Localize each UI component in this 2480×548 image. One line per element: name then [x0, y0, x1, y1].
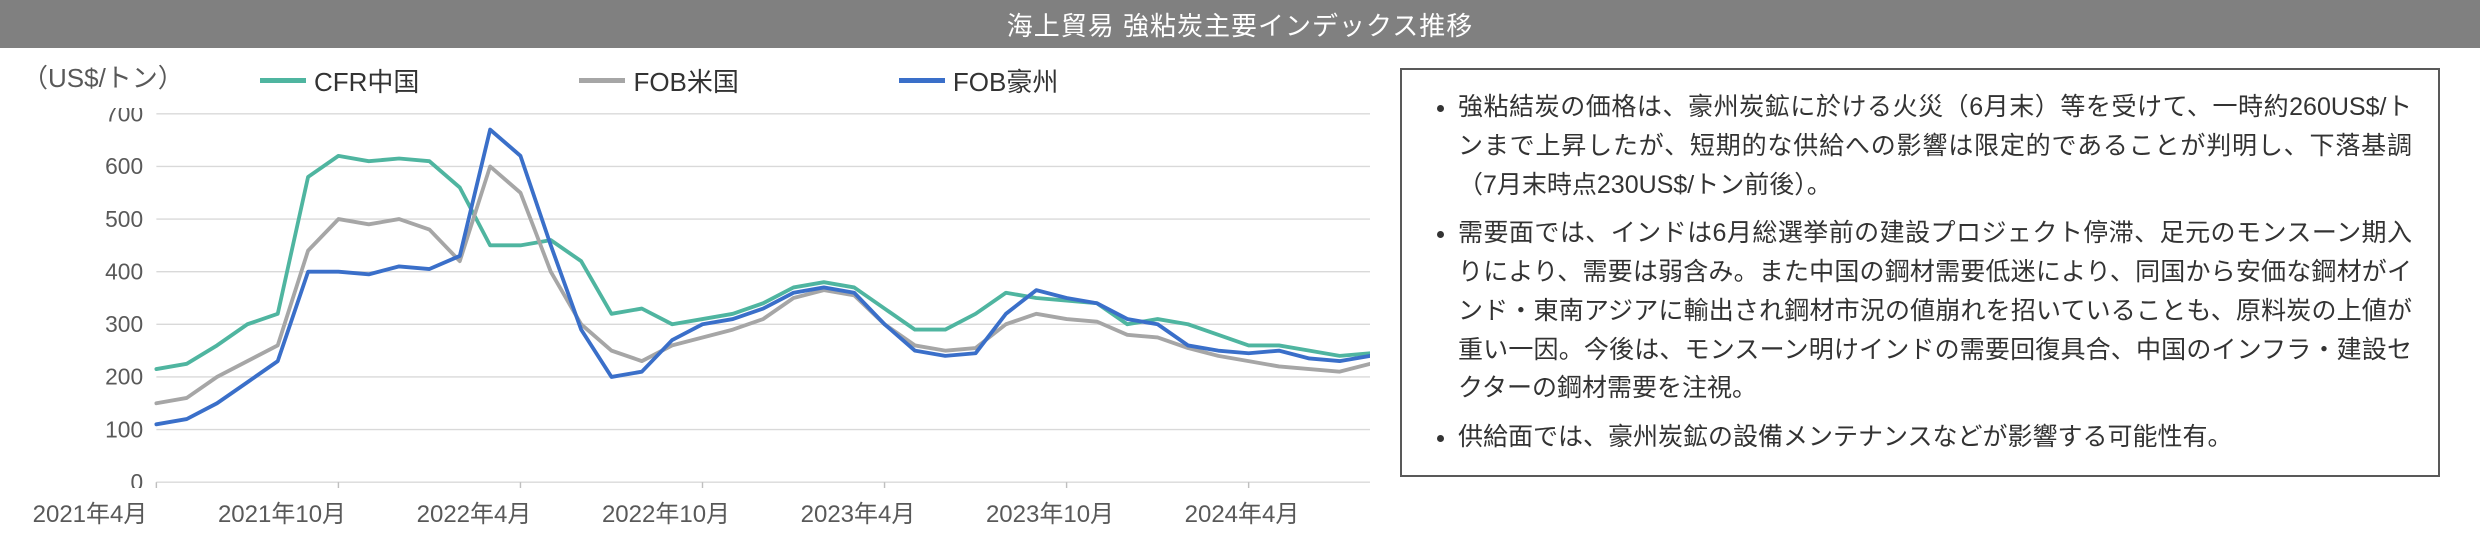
svg-text:200: 200	[105, 363, 143, 389]
x-axis-tick-label: 2021年4月	[33, 494, 148, 529]
legend-swatch-icon	[579, 78, 625, 83]
note-bullet: 強粘結炭の価格は、豪州炭鉱に於ける火災（6月末）等を受けて、一時約260US$/…	[1458, 88, 2412, 204]
note-bullet: 需要面では、インドは6月総選挙前の建設プロジェクト停滞、足元のモンスーン期入りに…	[1458, 214, 2412, 408]
x-axis-labels: 2021年4月2021年10月2022年4月2022年10月2023年4月202…	[90, 494, 1370, 534]
legend-label: FOB米国	[633, 62, 738, 99]
legend-label: CFR中国	[314, 62, 419, 99]
page-root: 海上貿易 強粘炭主要インデックス推移 （US$/トン） CFR中国 FOB米国 …	[0, 0, 2480, 548]
svg-text:100: 100	[105, 416, 143, 442]
svg-text:400: 400	[105, 258, 143, 284]
notes-list: 強粘結炭の価格は、豪州炭鉱に於ける火災（6月末）等を受けて、一時約260US$/…	[1428, 88, 2412, 457]
x-axis-tick-label: 2022年4月	[417, 494, 532, 529]
y-axis-label: （US$/トン）	[22, 58, 184, 95]
line-chart-svg: 0 100 200 300 400 500 600 700	[90, 108, 1370, 488]
legend-label: FOB豪州	[953, 62, 1058, 99]
x-axis-tick-label: 2021年10月	[218, 494, 346, 529]
x-axis-tick-label: 2023年10月	[986, 494, 1114, 529]
svg-text:300: 300	[105, 311, 143, 337]
x-axis-tick-label: 2023年4月	[801, 494, 916, 529]
svg-text:500: 500	[105, 206, 143, 232]
legend-swatch-icon	[899, 78, 945, 83]
x-axis-tick-label: 2022年10月	[602, 494, 730, 529]
svg-text:0: 0	[130, 469, 143, 488]
notes-pane: 強粘結炭の価格は、豪州炭鉱に於ける火災（6月末）等を受けて、一時約260US$/…	[1400, 48, 2480, 548]
svg-text:600: 600	[105, 153, 143, 179]
page-title: 海上貿易 強粘炭主要インデックス推移	[1007, 6, 1473, 43]
legend-item-fob-aus: FOB豪州	[899, 62, 1058, 99]
legend-item-fob-us: FOB米国	[579, 62, 738, 99]
content-row: （US$/トン） CFR中国 FOB米国 FOB豪州 0 100 200 300 400…	[0, 48, 2480, 548]
legend-item-cfr-china: CFR中国	[260, 62, 419, 99]
x-axis-tick-label: 2024年4月	[1185, 494, 1300, 529]
note-bullet: 供給面では、豪州炭鉱の設備メンテナンスなどが影響する可能性有。	[1458, 418, 2412, 457]
plot-area: 0 100 200 300 400 500 600 700	[90, 108, 1370, 488]
legend: CFR中国 FOB米国 FOB豪州	[260, 62, 1058, 99]
notes-box: 強粘結炭の価格は、豪州炭鉱に於ける火災（6月末）等を受けて、一時約260US$/…	[1400, 68, 2440, 477]
page-title-bar: 海上貿易 強粘炭主要インデックス推移	[0, 0, 2480, 48]
legend-swatch-icon	[260, 78, 306, 83]
svg-text:700: 700	[105, 108, 143, 127]
chart-pane: （US$/トン） CFR中国 FOB米国 FOB豪州 0 100 200 300 400…	[0, 48, 1400, 548]
